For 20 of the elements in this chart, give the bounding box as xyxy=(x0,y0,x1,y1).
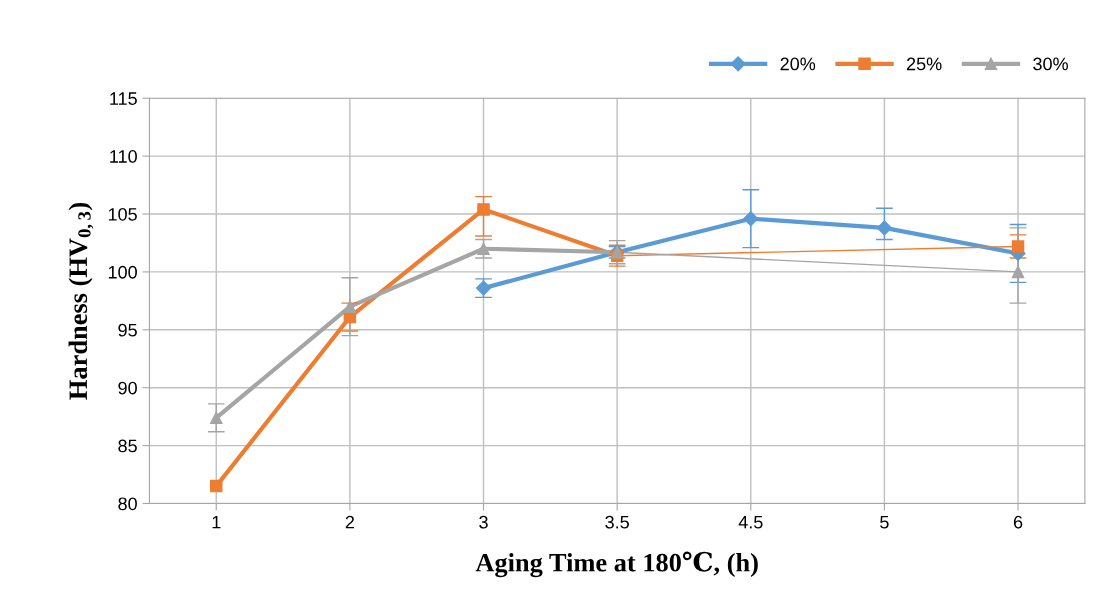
y-tick-label: 80 xyxy=(118,497,137,511)
y-tick-label: 105 xyxy=(108,207,137,221)
y-tick-label: 100 xyxy=(108,265,137,279)
legend-label: 20% xyxy=(780,57,816,71)
y-tick-label: 95 xyxy=(118,323,137,337)
x-tick-label: 2 xyxy=(345,515,355,529)
x-tick-label: 6 xyxy=(1013,515,1023,529)
x-tick-label: 5 xyxy=(880,515,889,529)
x-tick-label: 3.5 xyxy=(605,515,629,529)
legend-label: 30% xyxy=(1033,57,1068,71)
y-tick-label: 90 xyxy=(118,381,137,395)
y-axis-title: Hardness (HV$_{0,3}$) xyxy=(68,202,94,400)
x-tick-label: 4.5 xyxy=(738,515,763,529)
y-tick-label: 110 xyxy=(110,150,137,163)
y-tick-label: 85 xyxy=(118,439,137,453)
legend-label: 25% xyxy=(906,57,942,71)
x-tick-label: 3 xyxy=(479,515,488,529)
y-tick-label: 115 xyxy=(110,92,137,105)
x-tick-label: 1 xyxy=(212,515,221,529)
x-axis-title: Aging Time at 180℃, (h) xyxy=(475,551,758,578)
